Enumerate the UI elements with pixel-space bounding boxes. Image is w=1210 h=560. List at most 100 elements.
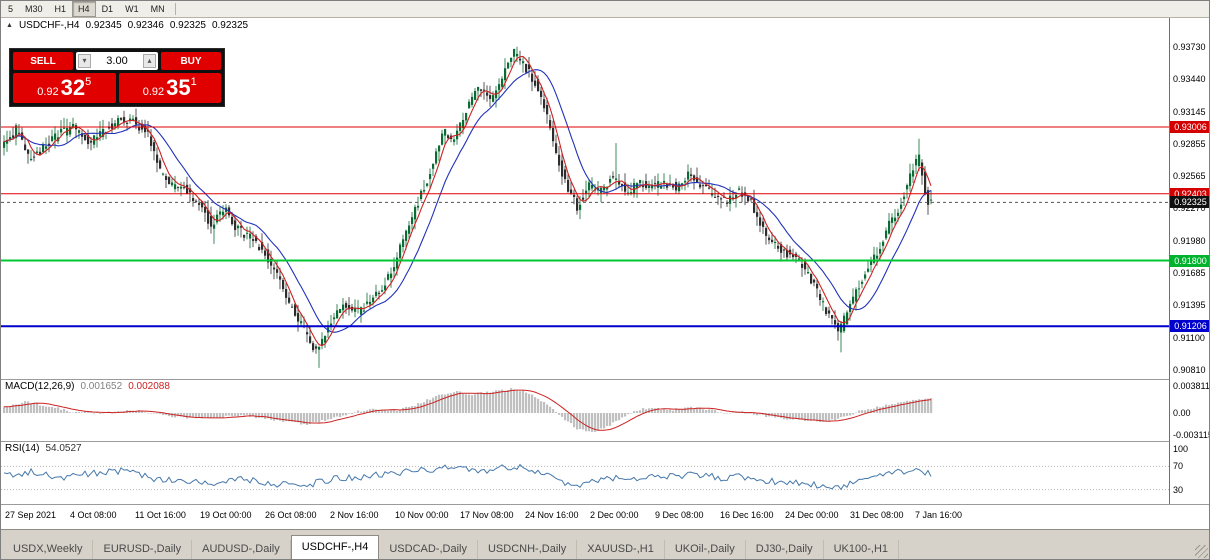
rsi-panel[interactable]: RSI(14) 54.0527 xyxy=(1,442,1169,504)
macd-label: MACD(12,26,9) xyxy=(5,381,75,392)
price-tick: 0.91980 xyxy=(1173,236,1206,246)
macd-axis-label: -0.003115 xyxy=(1173,430,1210,440)
time-label: 4 Oct 08:00 xyxy=(70,510,117,520)
ohlc-high: 0.92346 xyxy=(127,20,164,31)
timeframe-button-D1[interactable]: D1 xyxy=(101,4,114,14)
ohlc-close: 0.92325 xyxy=(211,20,249,31)
rsi-axis-label: 70 xyxy=(1173,461,1184,471)
tab-uk100-h1[interactable]: UK100-,H1 xyxy=(824,540,900,559)
rsi-timeaxis-divider xyxy=(1,504,1209,505)
tab-ukoil-daily[interactable]: UKOil-,Daily xyxy=(665,540,746,559)
rsi-axis-label: 100 xyxy=(1173,444,1189,454)
tab-eurusd-daily[interactable]: EURUSD-,Daily xyxy=(93,540,193,559)
buy-price-button[interactable]: 0.92 35 1 xyxy=(118,73,221,103)
macd-panel[interactable]: MACD(12,26,9) 0.001652 0.002088 xyxy=(1,380,1169,441)
macd-signal-value: 0.002088 xyxy=(128,381,170,392)
time-label: 16 Dec 16:00 xyxy=(720,510,774,520)
timeframe-button-5[interactable]: 5 xyxy=(8,4,14,14)
rsi-axis-label: 30 xyxy=(1173,485,1184,495)
toolbar-separator xyxy=(174,3,176,15)
chart-area[interactable]: ▲ USDCHF-,H4 0.92345 0.92346 0.92325 0.9… xyxy=(1,18,1169,379)
time-label: 7 Jan 16:00 xyxy=(915,510,963,520)
buy-price-pips: 35 xyxy=(166,75,191,100)
buy-button[interactable]: BUY xyxy=(161,52,221,70)
price-axis[interactable]: 0.93730 0.93440 0.93145 0.92855 0.92565 0.922… xyxy=(1169,18,1210,504)
time-label: 26 Oct 08:00 xyxy=(265,510,317,520)
sell-price-prefix: 0.92 xyxy=(37,85,59,98)
resize-grip[interactable] xyxy=(1195,545,1208,558)
timeframe-toolbar: 5 M30 H1 H4 D1 W1 MN xyxy=(1,1,1209,18)
tab-usdchf-h4[interactable]: USDCHF-,H4 xyxy=(290,535,380,559)
price-tick: 0.91100 xyxy=(1173,333,1205,343)
time-label: 27 Sep 2021 xyxy=(5,510,57,520)
price-tick: 0.90810 xyxy=(1173,365,1206,375)
time-axis[interactable]: 27 Sep 2021 4 Oct 08:00 11 Oct 16:00 19 Oct… xyxy=(1,505,1169,529)
tab-xauusd-h1[interactable]: XAUUSD-,H1 xyxy=(577,540,665,559)
one-click-trading-panel: SELL ▾ 3.00 ▴ BUY 0.92 32 5 0.92 35 1 xyxy=(9,48,225,107)
time-label: 17 Nov 08:00 xyxy=(460,510,514,520)
ohlc-open: 0.92345 xyxy=(85,20,122,31)
rsi-label-line: RSI(14) 54.0527 xyxy=(5,443,82,454)
chart-macd-splitter[interactable] xyxy=(1,379,1209,380)
tab-audusd-daily[interactable]: AUDUSD-,Daily xyxy=(192,540,291,559)
candles-group xyxy=(3,46,933,368)
rsi-chart-svg[interactable] xyxy=(1,442,1169,504)
timeframe-button-H4[interactable]: H4 xyxy=(72,1,96,17)
price-badge-0.91800: 0.91800 xyxy=(1170,255,1209,267)
chart-tabs-bar: USDX,Weekly EURUSD-,Daily AUDUSD-,Daily USD… xyxy=(1,529,1209,559)
rsi-value: 54.0527 xyxy=(45,443,82,454)
macd-axis-label: 0.00 xyxy=(1173,408,1191,418)
price-tick: 0.93145 xyxy=(1173,107,1206,117)
time-label: 24 Nov 16:00 xyxy=(525,510,579,520)
price-chart-svg[interactable] xyxy=(1,18,1169,379)
price-tick: 0.92855 xyxy=(1173,139,1206,149)
buy-price-prefix: 0.92 xyxy=(142,85,165,98)
sell-price-pips: 32 xyxy=(60,75,86,100)
price-tick: 0.91685 xyxy=(1173,268,1206,278)
macd-label-line: MACD(12,26,9) 0.001652 0.002088 xyxy=(5,381,170,392)
macd-signal-line xyxy=(3,389,932,431)
sell-button[interactable]: SELL xyxy=(13,52,73,70)
chart-info-line: ▲ USDCHF-,H4 0.92345 0.92346 0.92325 0.9… xyxy=(6,20,248,31)
macd-rsi-splitter[interactable] xyxy=(1,441,1209,442)
price-tick: 0.93440 xyxy=(1173,74,1206,84)
timeframe-button-MN[interactable]: MN xyxy=(150,4,165,14)
volume-value[interactable]: 3.00 xyxy=(106,55,128,67)
timeframe-button-H1[interactable]: H1 xyxy=(54,4,67,14)
sell-price-button[interactable]: 0.92 32 5 xyxy=(13,73,116,103)
tab-dj30-daily[interactable]: DJ30-,Daily xyxy=(746,540,824,559)
tab-usdcad-daily[interactable]: USDCAD-,Daily xyxy=(379,540,478,559)
time-label: 24 Dec 00:00 xyxy=(785,510,839,520)
price-tick: 0.93730 xyxy=(1173,42,1206,52)
time-label: 2 Dec 00:00 xyxy=(590,510,639,520)
ma-slow-line xyxy=(3,69,932,333)
macd-chart-svg[interactable] xyxy=(1,380,1169,441)
collapse-arrow-icon[interactable]: ▲ xyxy=(6,22,13,29)
tab-usdcnh-daily[interactable]: USDCNH-,Daily xyxy=(478,540,578,559)
timeframe-button-M30[interactable]: M30 xyxy=(25,4,43,14)
time-label: 10 Nov 00:00 xyxy=(395,510,449,520)
price-tick: 0.91395 xyxy=(1173,300,1206,310)
ohlc-low: 0.92325 xyxy=(169,20,206,31)
price-badge-0.91206: 0.91206 xyxy=(1170,320,1209,332)
volume-increase-button[interactable]: ▴ xyxy=(142,54,156,68)
rsi-line xyxy=(3,463,932,491)
price-badge-0.92325: 0.92325 xyxy=(1170,196,1209,208)
price-badge-0.93006: 0.93006 xyxy=(1170,121,1209,133)
chart-symbol-label: USDCHF-,H4 xyxy=(18,20,80,31)
tab-usdx-weekly[interactable]: USDX,Weekly xyxy=(3,540,94,559)
volume-decrease-button[interactable]: ▾ xyxy=(78,54,91,68)
sell-price-point: 5 xyxy=(85,76,92,88)
macd-axis-label: 0.003811 xyxy=(1173,381,1210,391)
ma-fast-line xyxy=(3,55,932,347)
timeframe-button-W1[interactable]: W1 xyxy=(125,4,139,14)
rsi-label: RSI(14) xyxy=(5,443,40,454)
time-label: 19 Oct 00:00 xyxy=(200,510,252,520)
time-label: 31 Dec 08:00 xyxy=(850,510,904,520)
buy-price-point: 1 xyxy=(190,76,197,88)
price-tick: 0.92565 xyxy=(1173,171,1206,181)
macd-value: 0.001652 xyxy=(80,381,123,392)
volume-stepper[interactable]: ▾ 3.00 ▴ xyxy=(76,52,158,70)
time-label: 11 Oct 16:00 xyxy=(135,510,186,520)
